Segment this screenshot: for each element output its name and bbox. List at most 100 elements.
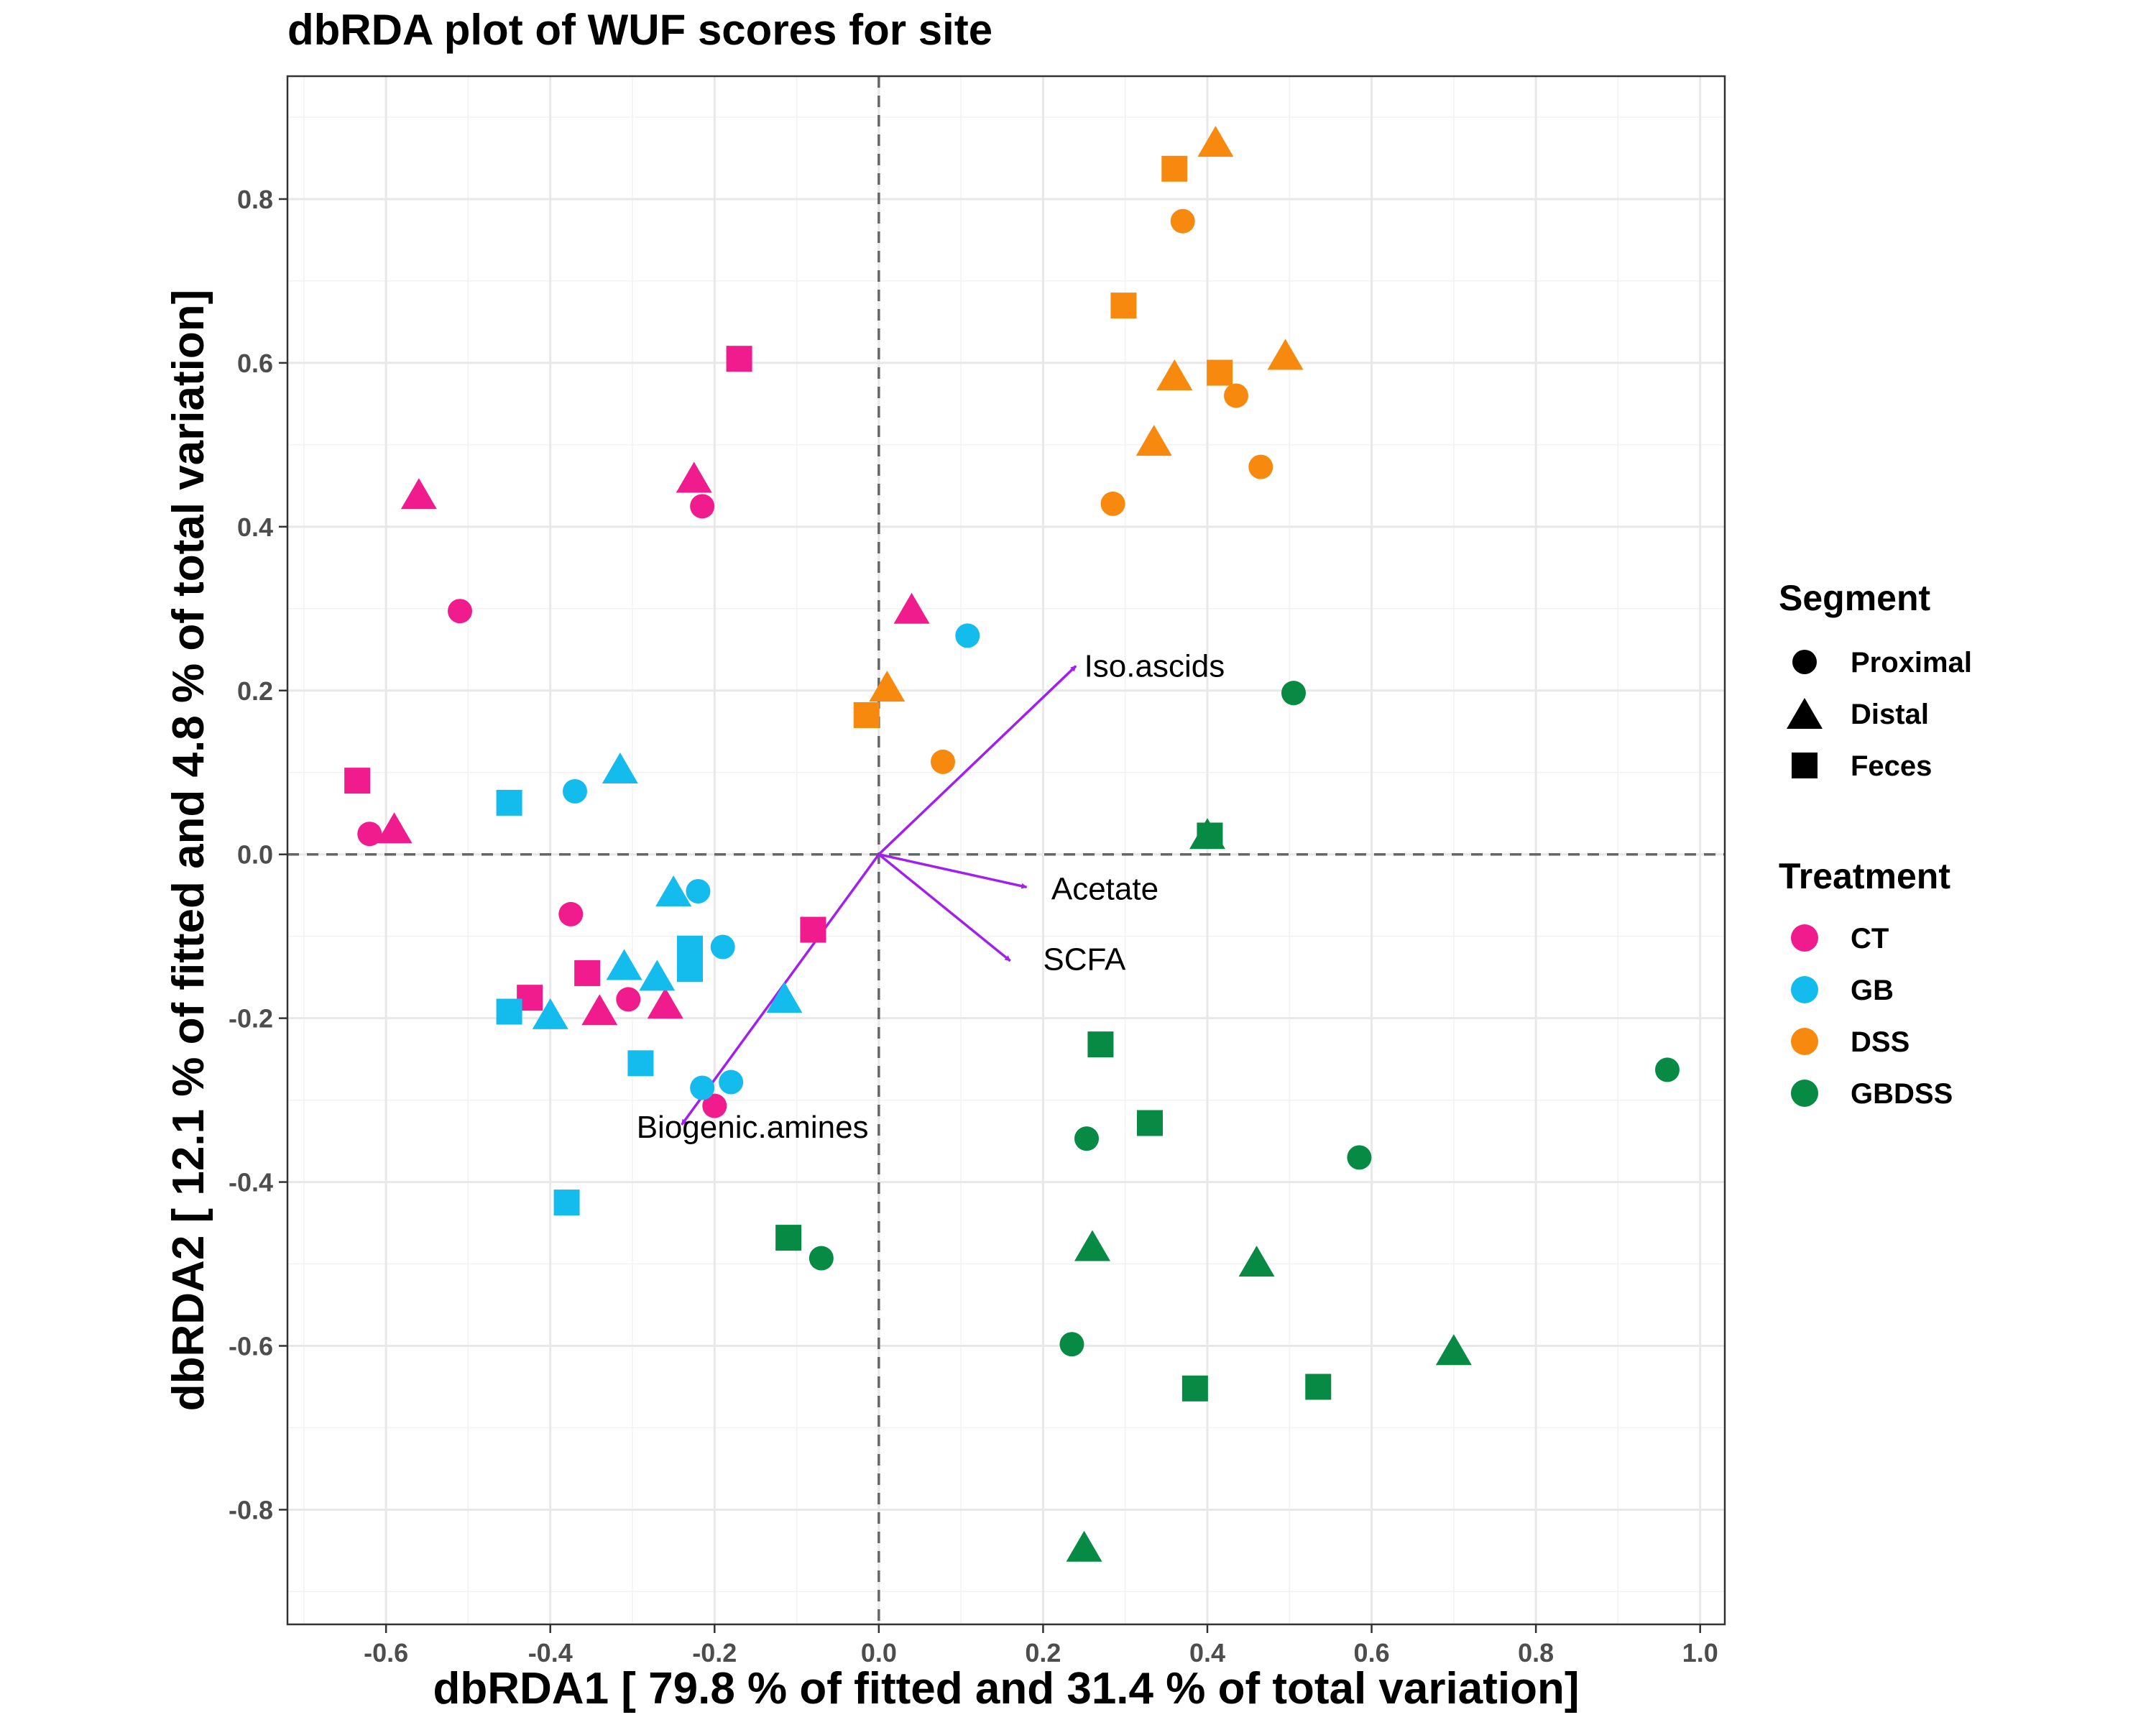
- point-gbdss-proximal: [1074, 1126, 1099, 1151]
- point-ct-proximal: [616, 987, 641, 1012]
- y-tick-label: -0.8: [229, 1495, 273, 1524]
- plot-panel-background: [287, 76, 1725, 1624]
- legend-label-gbdss: GBDSS: [1851, 1078, 1953, 1110]
- vector-arrow-acetate: [878, 852, 1028, 889]
- point-gb-proximal: [686, 878, 711, 903]
- reference-lines: [287, 76, 1725, 1624]
- point-gbdss-distal: [1066, 1530, 1102, 1562]
- legend-label-proximal: Proximal: [1851, 647, 1972, 678]
- y-tick-label: 0.4: [237, 512, 273, 542]
- x-tick-label: 0.4: [1189, 1638, 1225, 1668]
- x-tick-label: -0.2: [692, 1638, 737, 1668]
- legend-key-gb: [1791, 976, 1818, 1003]
- data-points: [344, 126, 1680, 1562]
- x-tick-label: 0.0: [861, 1638, 897, 1668]
- point-gb-proximal: [690, 1075, 715, 1100]
- point-ct-feces: [574, 960, 601, 986]
- legend: SegmentProximalDistalFecesTreatmentCTGBD…: [1779, 578, 1972, 1110]
- x-axis-ticks: -0.6 -0.4 -0.2 0.0 0.2 0.4 0.6 0.8 1.0: [364, 1624, 1718, 1668]
- point-dss-feces: [1161, 155, 1188, 182]
- legend-key-gbdss: [1791, 1080, 1818, 1107]
- point-gbdss-proximal: [808, 1246, 834, 1271]
- y-tick-label: 0.2: [237, 676, 273, 706]
- y-axis-ticks: 0.8 0.6 0.4 0.2 0.0 -0.2 -0.4 -0.6 -0.8: [229, 185, 287, 1524]
- legend-key-dss: [1791, 1028, 1818, 1055]
- point-dss-proximal: [1100, 491, 1125, 516]
- legend-key-ct: [1791, 924, 1818, 952]
- point-gb-proximal: [563, 778, 587, 804]
- point-gb-feces: [627, 1050, 654, 1077]
- x-tick-label: 0.6: [1354, 1638, 1390, 1668]
- point-ct-distal: [400, 478, 437, 510]
- point-gbdss-proximal: [1281, 681, 1306, 706]
- y-tick-label: -0.6: [229, 1332, 273, 1361]
- point-gbdss-feces: [1197, 822, 1223, 849]
- point-gb-feces: [496, 789, 522, 816]
- point-ct-distal: [376, 812, 413, 844]
- point-ct-feces: [726, 346, 752, 372]
- vector-arrow-iso-ascids: [877, 665, 1077, 855]
- legend-title-segment: Segment: [1779, 578, 1931, 618]
- point-dss-distal: [1197, 126, 1234, 157]
- x-tick-label: 0.2: [1025, 1638, 1061, 1668]
- point-gbdss-feces: [775, 1225, 802, 1251]
- point-gb-proximal: [955, 623, 980, 648]
- y-tick-label: 0.6: [237, 349, 273, 378]
- point-gbdss-feces: [1087, 1031, 1114, 1058]
- point-dss-proximal: [931, 749, 955, 774]
- point-ct-proximal: [357, 822, 382, 847]
- point-gb-distal: [532, 998, 568, 1029]
- legend-label-dss: DSS: [1851, 1026, 1909, 1058]
- point-gbdss-proximal: [1347, 1145, 1372, 1170]
- point-ct-proximal: [690, 494, 715, 519]
- point-dss-distal: [1156, 359, 1193, 390]
- y-axis-title: dbRDA2 [ 12.1 % of fitted and 4.8 % of t…: [164, 290, 213, 1412]
- y-tick-label: -0.2: [229, 1004, 273, 1034]
- legend-label-ct: CT: [1851, 923, 1889, 954]
- legend-label-gb: GB: [1851, 975, 1894, 1006]
- point-gb-feces: [553, 1190, 580, 1216]
- point-gbdss-feces: [1305, 1374, 1332, 1400]
- x-tick-label: -0.4: [528, 1638, 573, 1668]
- vector-arrow-scfa: [877, 853, 1011, 962]
- point-gbdss-distal: [1074, 1230, 1110, 1261]
- chart-title: dbRDA plot of WUF scores for site: [287, 6, 992, 54]
- point-dss-distal: [1267, 339, 1304, 370]
- point-dss-feces: [1207, 359, 1233, 386]
- point-dss-proximal: [1170, 208, 1195, 234]
- x-axis-title: dbRDA1 [ 79.8 % of fitted and 31.4 % of …: [433, 1664, 1580, 1714]
- x-tick-label: -0.6: [364, 1638, 408, 1668]
- point-gb-proximal: [719, 1070, 744, 1095]
- y-tick-label: 0.0: [237, 840, 273, 870]
- point-ct-proximal: [448, 599, 472, 624]
- point-gbdss-distal: [1238, 1246, 1275, 1277]
- legend-key-feces: [1792, 753, 1818, 778]
- point-ct-distal: [676, 461, 712, 493]
- point-ct-feces: [800, 916, 826, 943]
- vector-label-biogenic-amines: Biogenic.amines: [637, 1110, 869, 1145]
- point-gbdss-proximal: [1655, 1057, 1680, 1082]
- point-gb-distal: [606, 949, 642, 980]
- point-ct-distal: [893, 592, 930, 624]
- point-ct-feces: [344, 768, 371, 794]
- x-tick-label: 0.8: [1518, 1638, 1554, 1668]
- point-gb-distal: [655, 875, 692, 906]
- point-gbdss-feces: [1137, 1110, 1163, 1136]
- y-tick-label: 0.8: [237, 185, 273, 214]
- legend-key-distal: [1787, 698, 1823, 729]
- legend-label-distal: Distal: [1851, 699, 1929, 730]
- point-gb-feces: [496, 998, 522, 1025]
- point-ct-proximal: [558, 901, 584, 926]
- point-dss-distal: [1135, 425, 1172, 456]
- point-gb-proximal: [710, 934, 735, 960]
- point-gb-distal: [639, 960, 676, 991]
- point-gbdss-proximal: [1059, 1332, 1084, 1357]
- point-gb-feces: [677, 956, 703, 983]
- legend-label-feces: Feces: [1851, 750, 1932, 782]
- point-gb-distal: [766, 982, 803, 1013]
- legend-key-proximal: [1792, 650, 1817, 674]
- point-gb-distal: [602, 753, 638, 784]
- vector-label-iso-ascids: Iso.ascids: [1084, 649, 1225, 684]
- plot-panel-border: [286, 75, 1726, 1626]
